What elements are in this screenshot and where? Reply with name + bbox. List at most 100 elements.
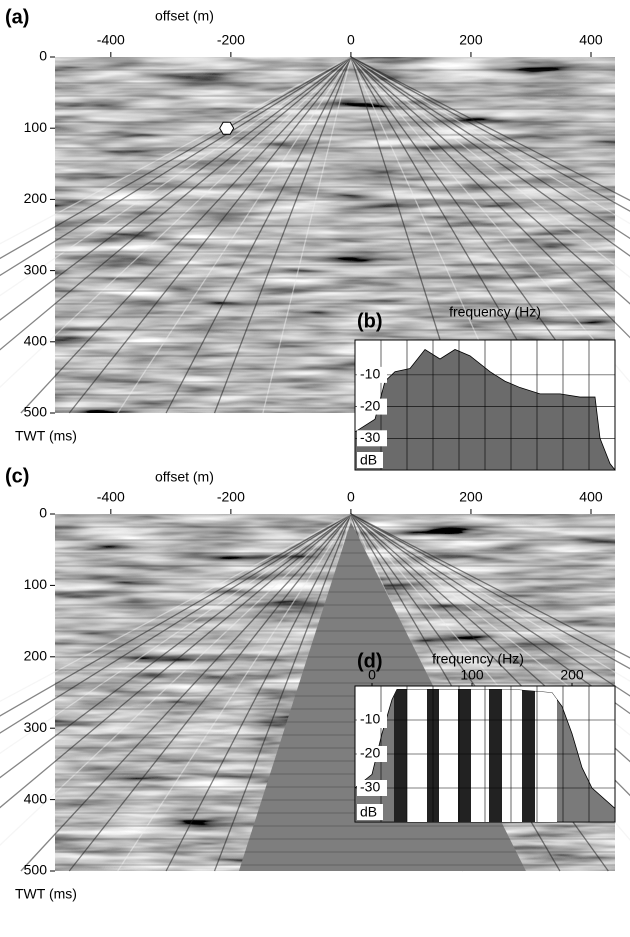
event xyxy=(0,56,352,277)
event xyxy=(350,513,630,659)
x-tick-label: 400 xyxy=(579,489,603,505)
label-bg xyxy=(357,712,387,728)
event xyxy=(213,56,352,414)
event xyxy=(68,513,352,872)
event xyxy=(350,56,630,305)
y-tick-label: 200 xyxy=(24,648,48,664)
bands xyxy=(394,689,557,822)
x-tick-label: -200 xyxy=(217,489,245,505)
label-bg xyxy=(357,430,387,447)
y-tick-label: 500 xyxy=(24,862,48,878)
label-bg xyxy=(357,804,383,820)
event xyxy=(165,513,352,872)
event xyxy=(350,56,630,225)
y-tick-label: -30 xyxy=(360,429,380,445)
x-tick-label: 200 xyxy=(560,667,584,683)
label-bg xyxy=(357,366,387,383)
event xyxy=(0,513,352,703)
event xyxy=(350,56,630,257)
event xyxy=(0,56,352,245)
passband xyxy=(458,689,471,822)
panel-label: (a) xyxy=(5,6,29,28)
y-axis-title: dB xyxy=(360,452,377,468)
y-tick-label: -10 xyxy=(360,366,380,382)
x-axis-title: frequency (Hz) xyxy=(432,651,524,667)
y-tick-label: 0 xyxy=(39,505,47,521)
label-bg xyxy=(357,398,387,415)
y-tick-label: 200 xyxy=(24,190,48,206)
x-tick-label: -400 xyxy=(97,32,125,48)
event xyxy=(0,56,352,389)
y-tick-label: 0 xyxy=(39,48,47,64)
event xyxy=(0,513,352,809)
y-tick-label: -30 xyxy=(360,779,380,795)
event xyxy=(350,56,630,339)
event xyxy=(350,56,630,212)
x-tick-label: 400 xyxy=(579,32,603,48)
passband xyxy=(522,689,535,822)
event xyxy=(20,513,352,872)
event xyxy=(262,56,352,414)
x-tick-label: 200 xyxy=(459,32,483,48)
event xyxy=(0,513,352,846)
y-tick-label: 300 xyxy=(24,719,48,735)
y-tick-label: -20 xyxy=(360,745,380,761)
event xyxy=(213,513,352,872)
event xyxy=(350,513,630,682)
marker xyxy=(219,121,235,135)
event xyxy=(0,56,352,297)
event xyxy=(350,513,630,697)
notch xyxy=(535,689,557,822)
event xyxy=(165,56,352,414)
passband xyxy=(489,689,502,822)
event xyxy=(0,56,352,351)
notch xyxy=(502,689,522,822)
y-tick-label: -10 xyxy=(360,711,380,727)
x-tick-label: 100 xyxy=(460,667,484,683)
x-axis-title: offset (m) xyxy=(155,469,214,485)
event xyxy=(350,56,630,279)
passband xyxy=(394,689,407,822)
y-tick-label: 100 xyxy=(24,576,48,592)
panel-label: (d) xyxy=(357,650,383,672)
notch xyxy=(439,689,458,822)
label-bg xyxy=(357,780,387,796)
x-tick-label: 0 xyxy=(347,489,355,505)
y-tick-label: 400 xyxy=(24,790,48,806)
event xyxy=(20,56,352,414)
y-tick-label: 400 xyxy=(24,333,48,349)
panel-label: (c) xyxy=(5,465,29,487)
x-axis-title: offset (m) xyxy=(155,8,214,24)
event xyxy=(0,513,352,779)
x-tick-label: 200 xyxy=(459,489,483,505)
x-tick-label: -200 xyxy=(217,32,245,48)
y-tick-label: -20 xyxy=(360,397,380,413)
x-tick-label: 0 xyxy=(368,667,376,683)
event xyxy=(0,513,352,755)
notch xyxy=(407,689,427,822)
y-tick-label: 100 xyxy=(24,119,48,135)
y-axis-title: TWT (ms) xyxy=(15,428,77,444)
event xyxy=(68,56,352,414)
y-tick-label: 500 xyxy=(24,404,48,420)
event xyxy=(0,56,352,321)
event xyxy=(0,513,352,734)
x-tick-label: -400 xyxy=(97,489,125,505)
panel-label: (b) xyxy=(357,310,383,332)
label-bg xyxy=(357,452,383,468)
event xyxy=(350,56,630,202)
event xyxy=(117,513,352,872)
notch xyxy=(471,689,489,822)
y-axis-title: TWT (ms) xyxy=(15,886,77,902)
event xyxy=(350,513,630,670)
x-tick-label: 0 xyxy=(347,32,355,48)
y-axis-title: dB xyxy=(360,804,377,820)
event xyxy=(350,56,630,240)
x-axis-title: frequency (Hz) xyxy=(449,304,541,320)
y-tick-label: 300 xyxy=(24,261,48,277)
event xyxy=(0,513,352,717)
event xyxy=(117,56,352,414)
label-bg xyxy=(357,746,387,762)
event xyxy=(0,56,352,260)
